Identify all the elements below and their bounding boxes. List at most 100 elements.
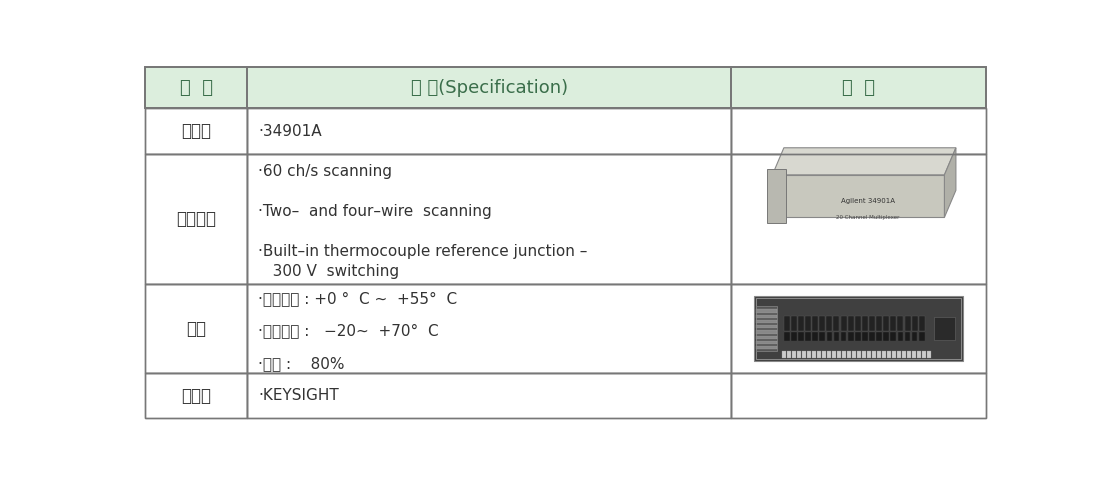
Bar <box>840 316 847 331</box>
Bar <box>247 67 731 108</box>
Bar <box>876 316 882 331</box>
Bar <box>898 332 903 341</box>
Bar <box>805 332 811 341</box>
Polygon shape <box>944 148 956 217</box>
Bar <box>852 350 856 358</box>
Bar <box>786 350 791 358</box>
Bar <box>912 350 915 358</box>
Bar <box>756 309 777 312</box>
Bar <box>756 336 777 339</box>
Bar <box>756 341 777 344</box>
Bar <box>857 350 860 358</box>
Bar <box>892 350 896 358</box>
Bar <box>869 332 875 341</box>
Bar <box>144 154 247 284</box>
Bar <box>144 373 247 418</box>
Bar <box>919 332 924 341</box>
Bar <box>784 332 790 341</box>
Bar <box>917 350 921 358</box>
Bar <box>792 350 795 358</box>
Bar <box>247 284 731 373</box>
Text: 모델명: 모델명 <box>181 122 211 140</box>
Bar <box>812 350 816 358</box>
Bar <box>805 316 811 331</box>
Bar <box>791 332 796 341</box>
Bar <box>731 154 986 284</box>
Bar <box>812 332 818 341</box>
Bar <box>848 316 854 331</box>
Text: 20 Channel Multiplexer: 20 Channel Multiplexer <box>836 215 900 220</box>
Bar <box>144 284 247 373</box>
Bar <box>784 316 790 331</box>
Bar <box>767 169 785 223</box>
Text: ·운용온도 : +0 °  C ~  +55°  C: ·운용온도 : +0 ° C ~ +55° C <box>258 291 458 306</box>
Bar <box>922 350 927 358</box>
Bar <box>796 350 801 358</box>
Bar <box>869 316 875 331</box>
Bar <box>144 108 247 154</box>
Text: 제조사: 제조사 <box>181 387 211 405</box>
Bar <box>912 316 918 331</box>
Bar <box>247 108 731 154</box>
Bar <box>820 332 825 341</box>
Bar <box>842 350 846 358</box>
Bar <box>247 373 731 418</box>
Bar <box>797 316 804 331</box>
Bar <box>756 320 777 323</box>
Bar <box>144 373 247 418</box>
Bar <box>822 350 826 358</box>
Bar <box>890 316 897 331</box>
Bar <box>855 332 860 341</box>
Bar <box>144 67 247 108</box>
Bar <box>876 332 882 341</box>
Bar <box>887 350 891 358</box>
Bar <box>144 154 247 284</box>
Bar <box>884 316 889 331</box>
Bar <box>756 298 961 359</box>
Bar <box>898 316 903 331</box>
Bar <box>884 332 889 341</box>
Bar <box>927 350 931 358</box>
Bar <box>855 316 860 331</box>
Bar <box>144 108 247 154</box>
Bar <box>933 317 954 340</box>
Bar <box>756 346 777 349</box>
Text: 전원: 전원 <box>186 320 206 337</box>
Bar <box>847 350 850 358</box>
Text: ·Two–  and four–wire  scanning: ·Two– and four–wire scanning <box>258 204 492 219</box>
Bar <box>756 325 777 328</box>
Bar <box>837 350 840 358</box>
Bar <box>144 284 247 373</box>
Bar <box>919 316 924 331</box>
Bar <box>861 316 868 331</box>
Text: 주요사양: 주요사양 <box>176 210 216 228</box>
Bar <box>731 373 986 418</box>
Text: 300 V  switching: 300 V switching <box>258 264 399 279</box>
Bar <box>871 350 876 358</box>
Bar <box>834 332 839 341</box>
Bar <box>812 316 818 331</box>
Bar <box>731 154 986 284</box>
Bar <box>826 316 833 331</box>
Text: 형  상: 형 상 <box>842 79 875 96</box>
Bar <box>731 284 986 373</box>
Bar <box>816 350 821 358</box>
Bar <box>848 332 854 341</box>
Polygon shape <box>772 148 956 175</box>
Text: ·60 ch/s scanning: ·60 ch/s scanning <box>258 165 393 180</box>
Bar <box>890 332 896 341</box>
Bar <box>904 332 910 341</box>
Bar <box>897 350 901 358</box>
Bar <box>882 350 886 358</box>
Bar <box>907 350 911 358</box>
Text: ·KEYSIGHT: ·KEYSIGHT <box>258 388 339 403</box>
Bar <box>867 350 871 358</box>
Bar <box>731 108 986 154</box>
Bar <box>861 350 866 358</box>
Text: ·34901A: ·34901A <box>258 123 322 139</box>
Bar <box>247 154 731 284</box>
Bar <box>802 350 805 358</box>
Bar <box>731 373 986 418</box>
Bar <box>731 67 986 108</box>
Bar <box>731 67 986 108</box>
